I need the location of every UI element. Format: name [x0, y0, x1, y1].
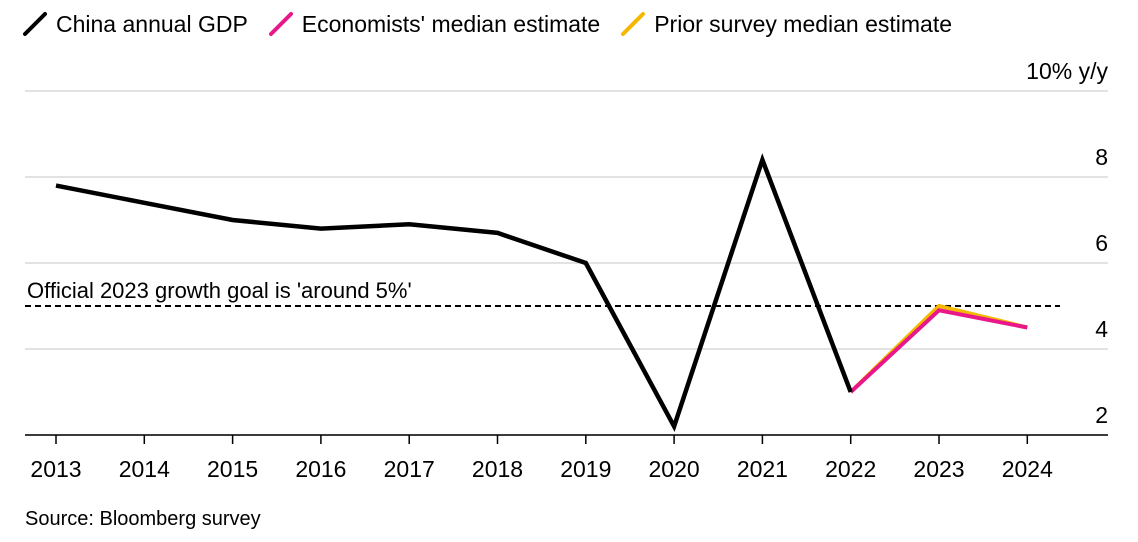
y-tick-label-4: 4 [1095, 316, 1108, 342]
x-tick-label-2014: 2014 [119, 456, 170, 482]
x-tick-label-2019: 2019 [560, 456, 611, 482]
legend: China annual GDP Economists' median esti… [22, 8, 972, 40]
legend-item-economists: Economists' median estimate [268, 11, 600, 38]
y-tick-label-10: 10% y/y [1026, 58, 1108, 84]
x-tick-label-2017: 2017 [384, 456, 435, 482]
series-line-0 [55, 153, 853, 433]
legend-swatch-prior [621, 12, 646, 36]
y-tick-label-6: 6 [1095, 230, 1108, 256]
x-tick-label-2021: 2021 [737, 456, 788, 482]
x-tick-label-2024: 2024 [1002, 456, 1053, 482]
x-tick-label-2022: 2022 [825, 456, 876, 482]
legend-swatch-economists [268, 12, 293, 36]
legend-item-prior: Prior survey median estimate [620, 11, 952, 38]
x-tick-label-2018: 2018 [472, 456, 523, 482]
x-tick-label-2023: 2023 [913, 456, 964, 482]
legend-label-economists: Economists' median estimate [301, 10, 601, 37]
series-line-1 [849, 308, 1028, 394]
reference-line-label: Official 2023 growth goal is 'around 5%' [27, 278, 412, 303]
x-tick-label-2013: 2013 [30, 456, 81, 482]
y-tick-label-2: 2 [1095, 402, 1108, 428]
legend-swatch-gdp [23, 12, 47, 36]
x-tick-label-2016: 2016 [295, 456, 346, 482]
legend-label-gdp: China annual GDP [56, 10, 248, 37]
gdp-line-chart: 2 4 6 8 10% y/y 2013 2014 2015 2016 2017 2018 2019 2… [25, 58, 1108, 482]
legend-label-prior: Prior survey median estimate [654, 10, 953, 37]
legend-item-gdp: China annual GDP [22, 11, 248, 38]
y-tick-label-8: 8 [1095, 144, 1108, 170]
x-tick-label-2015: 2015 [207, 456, 258, 482]
source-note: Source: Bloomberg survey [25, 508, 261, 530]
x-tick-label-2020: 2020 [649, 456, 700, 482]
